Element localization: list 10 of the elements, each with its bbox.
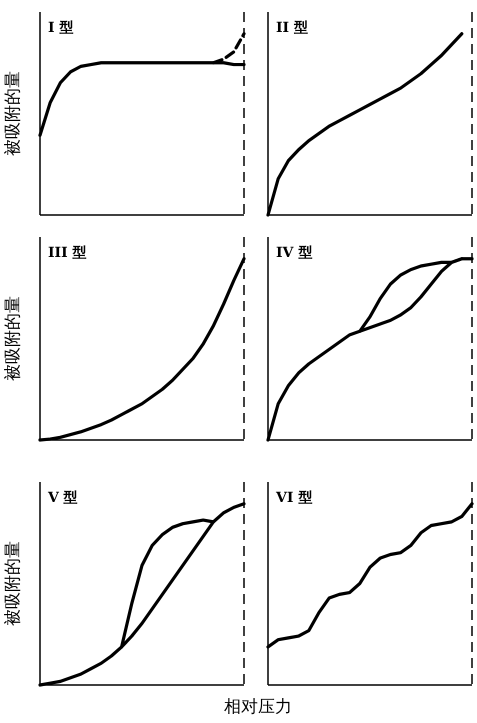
chart-title: II 型 <box>276 20 308 36</box>
chart-title: VI 型 <box>275 490 312 506</box>
chart-title: IV 型 <box>276 245 312 261</box>
chart-title: V 型 <box>47 490 78 506</box>
y-axis-title: 被吸附的量 <box>3 296 23 381</box>
chart-title: I 型 <box>48 20 74 36</box>
y-axis-title: 被吸附的量 <box>3 71 23 156</box>
chart-title: III 型 <box>48 245 87 261</box>
x-axis-title: 相对压力 <box>224 697 292 717</box>
y-axis-title: 被吸附的量 <box>3 541 23 626</box>
